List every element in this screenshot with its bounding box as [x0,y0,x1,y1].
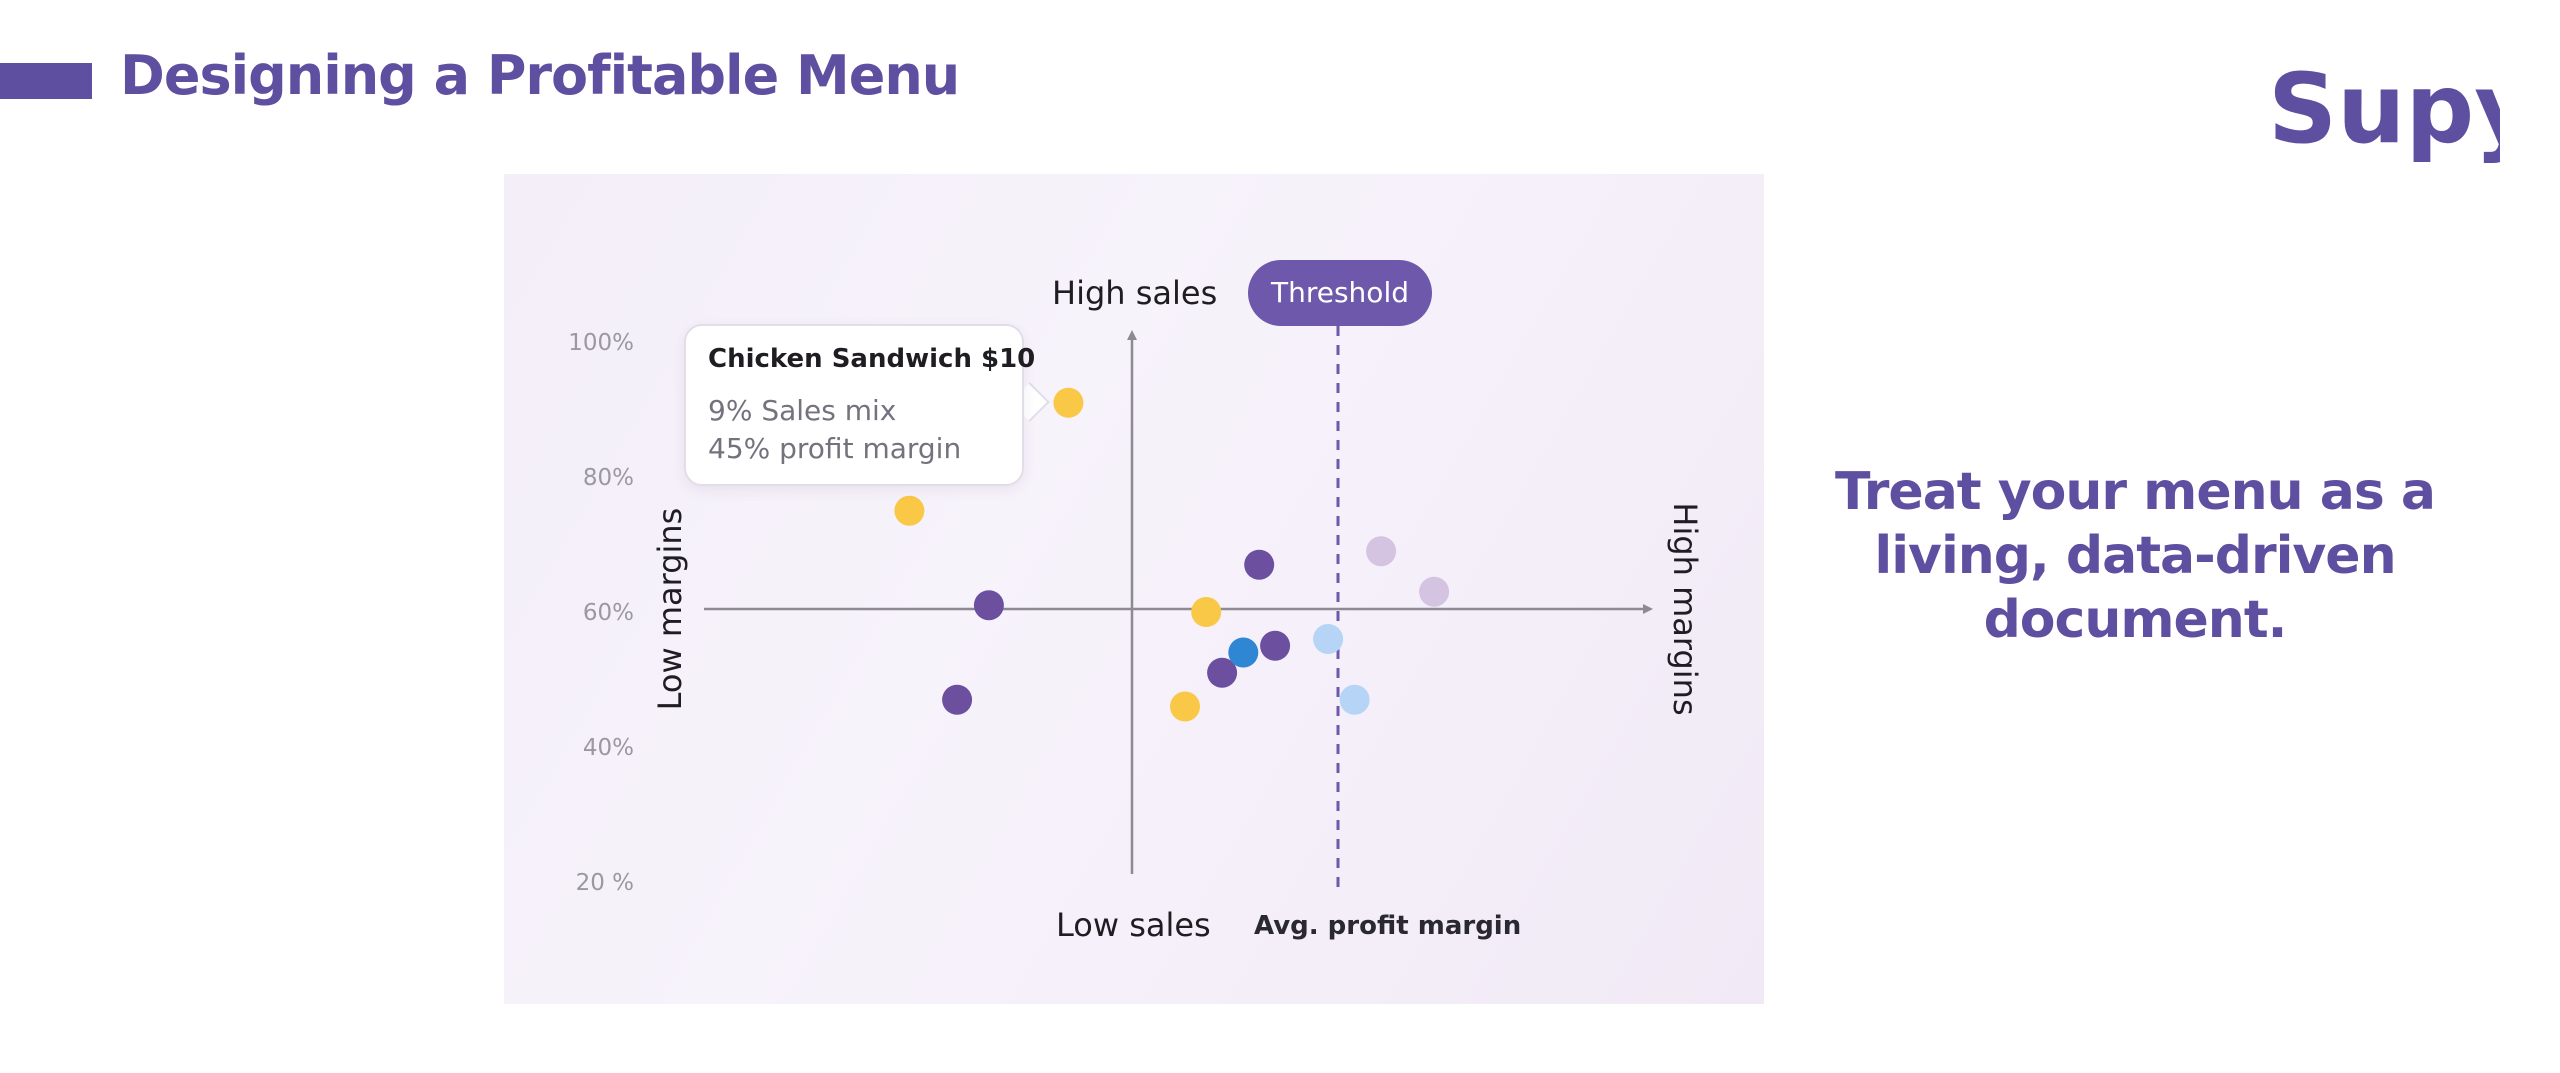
data-point[interactable] [942,684,973,715]
y-axis-ticks: 100% 80% 60% 40% 20 % [568,330,634,896]
data-point[interactable] [1053,387,1084,418]
data-point[interactable] [1170,691,1200,722]
data-point[interactable] [1419,576,1450,607]
logo-text: Supy [2268,62,2500,165]
avg-profit-margin-label: Avg. profit margin [1254,911,1521,941]
page-title: Designing a Profitable Menu [120,44,960,107]
tooltip-title: Chicken Sandwich $10 [708,344,1036,374]
data-point[interactable] [894,495,925,526]
tooltip-profit-margin: 45% profit margin [708,432,962,465]
y-tick-label: 20 % [576,870,634,896]
supy-logo: Supy [2268,62,2500,165]
high-margins-label: High margins [1666,502,1704,715]
y-tick-label: 40% [583,735,634,761]
data-point[interactable] [1207,657,1238,688]
y-tick-label: 80% [583,465,634,491]
y-tick-label: 100% [568,330,634,356]
data-point[interactable] [1244,549,1275,580]
data-point[interactable] [1228,637,1259,668]
point-tooltip: Chicken Sandwich $10 9% Sales mix 45% pr… [684,324,1036,486]
tooltip-sales-mix: 9% Sales mix [708,394,897,427]
data-point[interactable] [1313,624,1344,654]
data-point[interactable] [1366,536,1397,567]
chart-canvas: 100% 80% 60% 40% 20 % High sales Low sales L… [568,274,1704,944]
high-sales-label: High sales [1052,274,1217,312]
threshold-badge: Threshold [1248,260,1432,326]
data-points [894,387,1450,722]
low-sales-label: Low sales [1056,906,1211,944]
title-accent-bar [0,63,92,99]
data-point[interactable] [1260,630,1291,661]
tagline: Treat your menu as a living, data-driven… [1835,462,2436,650]
data-point[interactable] [973,590,1004,621]
y-tick-label: 60% [583,600,634,626]
low-margins-label: Low margins [651,508,689,711]
data-point[interactable] [1191,597,1222,627]
data-point[interactable] [1339,684,1370,715]
menu-matrix-chart: 100% 80% 60% 40% 20 % High sales Low sales L… [504,174,1764,1004]
